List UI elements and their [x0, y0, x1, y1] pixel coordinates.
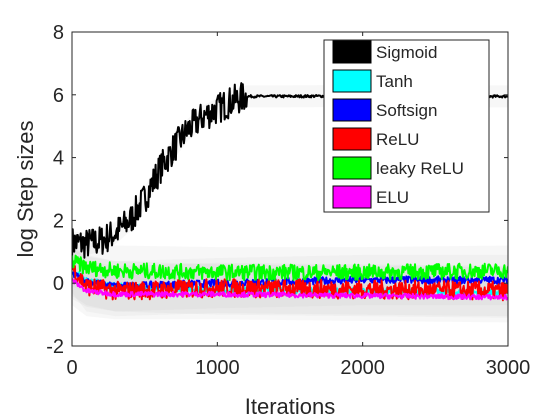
legend-box [323, 39, 490, 213]
legend-swatch-elu [332, 185, 372, 209]
plot-frame [71, 31, 509, 347]
x-tick-label: 3000 [486, 357, 531, 379]
legend-swatch-sigmoid [332, 40, 372, 64]
y-tick-label: 8 [53, 22, 64, 44]
legend: Sigmoid Tanh Softsign ReLU leaky ReLU ELU [323, 39, 490, 213]
x-axis-label: Iterations [245, 394, 336, 419]
series-lines [72, 82, 508, 302]
legend-label-relu: ReLU [376, 130, 419, 149]
series-line-relu [72, 265, 508, 302]
x-tick-label: 1000 [195, 357, 240, 379]
legend-swatch-leaky-relu [332, 156, 372, 180]
y-axis-label: log Step sizes [13, 121, 38, 258]
x-axis-ticks: 0 1000 2000 3000 [66, 32, 530, 379]
y-axis-ticks: -2 0 2 4 6 8 [46, 22, 508, 358]
y-tick-label: 4 [53, 148, 64, 170]
legend-swatch-softsign [332, 98, 372, 122]
legend-label-elu: ELU [376, 188, 409, 207]
series-line-leaky-relu [72, 254, 508, 282]
y-tick-label: -2 [46, 336, 64, 358]
legend-label-leaky-relu: leaky ReLU [376, 159, 464, 178]
y-tick-label: 6 [53, 85, 64, 107]
series-line-elu [72, 277, 508, 301]
y-tick-label: 2 [53, 210, 64, 232]
x-tick-label: 2000 [340, 357, 385, 379]
legend-swatch-relu [332, 127, 372, 151]
legend-label-tanh: Tanh [376, 72, 413, 91]
legend-label-sigmoid: Sigmoid [376, 43, 437, 62]
legend-swatch-tanh [332, 69, 372, 93]
x-tick-label: 0 [66, 357, 77, 379]
y-tick-label: 0 [53, 273, 64, 295]
legend-label-softsign: Softsign [376, 101, 437, 120]
